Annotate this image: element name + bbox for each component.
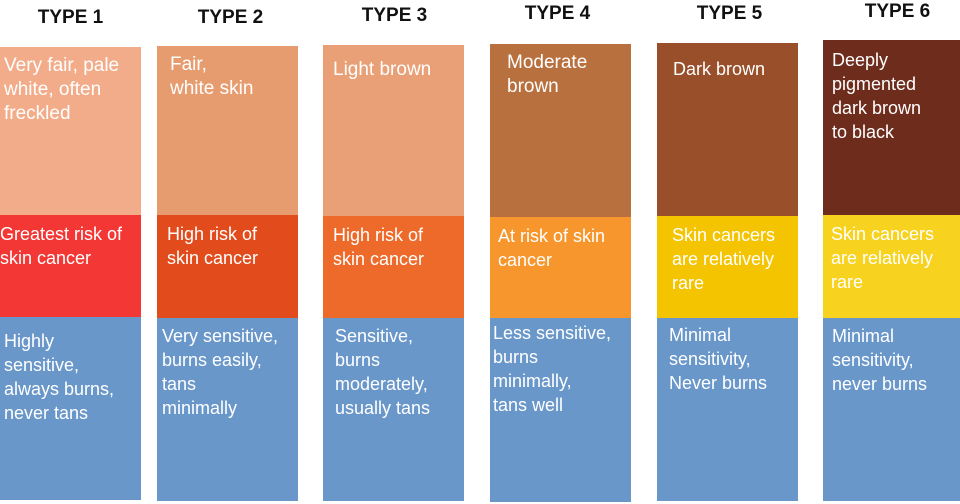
- skin-description: Very fair, pale white, often freckled: [0, 47, 141, 215]
- skin-description: Light brown: [323, 45, 464, 216]
- sensitivity-description: Less sensitive, burns minimally, tans we…: [490, 318, 631, 502]
- sensitivity-description: Very sensitive, burns easily, tans minim…: [157, 318, 298, 501]
- skin-description: Fair, white skin: [157, 46, 298, 215]
- risk-description: High risk of skin cancer: [323, 216, 464, 318]
- risk-description: High risk of skin cancer: [157, 215, 298, 318]
- risk-description: Greatest risk of skin cancer: [0, 215, 141, 317]
- type-title: TYPE 5: [696, 3, 763, 24]
- type-title: TYPE 2: [197, 7, 264, 28]
- risk-description: Skin cancers are relatively rare: [823, 215, 960, 318]
- risk-description: At risk of skin cancer: [490, 217, 631, 318]
- skin-description: Dark brown: [657, 43, 798, 216]
- type-title: TYPE 3: [361, 5, 428, 26]
- sensitivity-description: Highly sensitive, always burns, never ta…: [0, 317, 141, 500]
- risk-description: Skin cancers are relatively rare: [657, 216, 798, 318]
- type-title: TYPE 1: [37, 7, 104, 28]
- sensitivity-description: Sensitive, burns moderately, usually tan…: [323, 318, 464, 501]
- sensitivity-description: Minimal sensitivity, Never burns: [657, 318, 798, 501]
- type-title: TYPE 4: [524, 3, 591, 24]
- skin-description: Deeply pigmented dark brown to black: [823, 40, 960, 215]
- sensitivity-description: Minimal sensitivity, never burns: [823, 318, 960, 501]
- skin-description: Moderate brown: [490, 44, 631, 217]
- type-title: TYPE 6: [864, 1, 931, 22]
